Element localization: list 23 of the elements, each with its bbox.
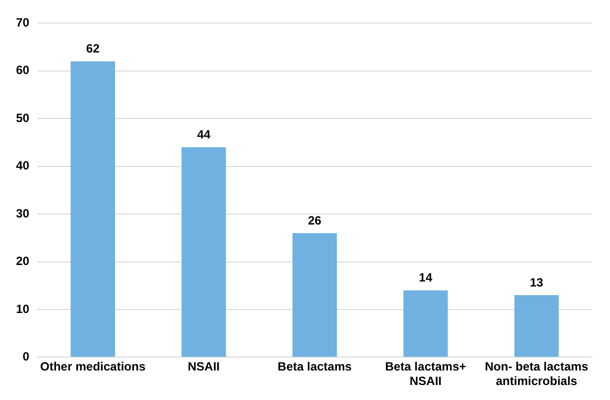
- y-tick-label: 40: [16, 158, 30, 173]
- y-tick-label: 50: [16, 110, 30, 125]
- data-label: 44: [197, 128, 211, 142]
- data-label: 14: [418, 270, 433, 285]
- x-tick-label: Other medications: [40, 360, 146, 374]
- y-tick-label: 60: [16, 63, 30, 78]
- x-tick-label: Beta lactams: [278, 360, 352, 374]
- y-tick-label: 10: [16, 302, 30, 316]
- x-tick-label: Non- beta lactams antimicrobials: [484, 360, 589, 388]
- bar: [182, 147, 226, 357]
- bar: [514, 295, 559, 357]
- y-tick-label: 20: [16, 254, 30, 268]
- data-label: 13: [530, 275, 544, 290]
- bar: [292, 233, 337, 357]
- data-label: 62: [86, 42, 100, 56]
- bar: [70, 61, 115, 357]
- y-tick-label: 0: [22, 350, 30, 364]
- y-tick-label: 30: [16, 206, 30, 220]
- y-tick-label: 70: [16, 16, 30, 30]
- x-tick-label: Beta lactams+ NSAII: [385, 360, 466, 388]
- x-tick-label: NSAII: [188, 360, 220, 374]
- bar: [403, 290, 448, 357]
- data-label: 26: [308, 213, 322, 228]
